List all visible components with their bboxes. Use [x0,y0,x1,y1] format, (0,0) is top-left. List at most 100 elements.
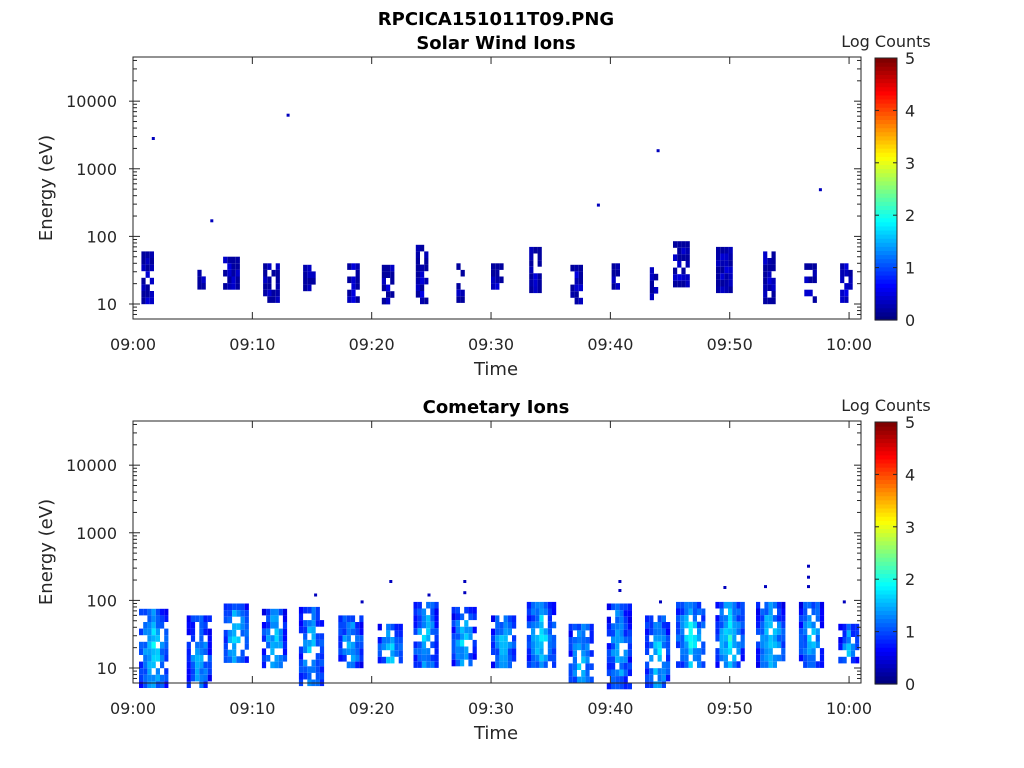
solar-wind-cell [231,276,236,284]
cometary-cell [151,622,156,629]
cometary-cell [223,649,228,657]
cometary-cell [507,628,512,636]
cometary-point [389,580,393,583]
solar-wind-cell [615,283,620,290]
cometary-cell [732,641,737,649]
cometary-cell [199,622,204,629]
cometary-cell [680,601,685,609]
cometary-cell [692,615,697,622]
solar-wind-colorbar-step [875,152,897,157]
cometary-cell [507,648,512,655]
cometary-cell [244,629,249,637]
cometary-cell [227,603,233,611]
cometary-cell [455,606,460,614]
cometary-cell [164,641,169,649]
cometary-cell [434,661,439,668]
solar-wind-cell [724,279,729,287]
solar-wind-colorbar-step [875,197,897,202]
cometary-x-tick-label: 09:20 [349,699,395,718]
cometary-cell [386,643,391,651]
cometary-colorbar-step [875,430,897,435]
cometary-cell [190,668,196,675]
solar-wind-cell [574,264,579,272]
solar-wind-cell [649,273,654,281]
solar-wind-cell [307,284,312,292]
cometary-cell [680,634,685,642]
cometary-cell [359,622,364,629]
cometary-cell [151,608,156,616]
cometary-cell [160,674,165,682]
solar-wind-cell [677,274,682,281]
cometary-cell [147,628,152,636]
cometary-cell [227,610,233,617]
cometary-cell [649,641,654,649]
cometary-cell [274,628,279,636]
solar-wind-x-tick-label: 09:40 [587,335,633,354]
cometary-colorbar-step [875,598,897,603]
cometary-cell [421,615,427,622]
solar-wind-cell [533,273,538,280]
cometary-cell [195,615,200,622]
cometary-cell [143,608,148,616]
cometary-cell [143,674,148,682]
cometary-cell [815,601,820,609]
solar-wind-cell [840,269,845,277]
cometary-cell [394,637,399,644]
solar-wind-colorbar-step [875,258,897,264]
cometary-cell [815,641,820,649]
cometary-cell [377,656,382,664]
cometary-cell [803,641,808,649]
cometary-cell [303,666,308,673]
cometary-cell [495,661,500,669]
cometary-cell [798,615,804,622]
solar-wind-y-tick-label: 100 [86,227,117,246]
cometary-cell [503,641,508,649]
cometary-cell [421,621,427,629]
cometary-cell [531,628,536,635]
cometary-cell [819,608,825,616]
solar-wind-colorbar-step [875,279,897,284]
cometary-cell [850,656,856,664]
cometary-colorbar-step [875,581,897,587]
solar-wind-cell [235,269,240,277]
solar-wind-cell [767,277,772,285]
solar-wind-burst [456,263,465,303]
cometary-cell [266,622,271,629]
cometary-cell [307,639,312,647]
cometary-cell [531,648,536,655]
cometary-cell [732,621,737,629]
cometary-cell [688,648,693,655]
cometary-cell [451,620,456,627]
solar-wind-cell [844,289,849,297]
cometary-colorbar-step [875,454,897,460]
cometary-cell [838,643,843,651]
cometary-colorbar-step [875,434,897,439]
solar-wind-cell [533,286,538,294]
cometary-cell [417,641,422,649]
cometary-cell [495,641,500,649]
cometary-cell [572,676,577,684]
cometary-cell [781,654,786,662]
cometary-cell [139,608,144,616]
cometary-colorbar-tick-label: 0 [905,675,915,694]
solar-wind-cell [424,277,429,285]
solar-wind-cell [848,276,853,284]
cometary-cell [434,615,439,622]
solar-wind-point [596,203,600,207]
solar-wind-cell [347,289,352,297]
cometary-cell [732,601,737,609]
cometary-cell [838,656,843,664]
cometary-cell [342,628,347,636]
cometary-cell [764,615,769,622]
cometary-cell [842,637,847,644]
cometary-cell [803,648,808,655]
cometary-cell [723,661,728,668]
cometary-cell [244,616,249,624]
cometary-cell [547,628,552,635]
cometary-cell [585,656,590,664]
cometary-cell [298,606,304,614]
cometary-cell [688,601,693,609]
cometary-cell [803,654,808,662]
cometary-cell [697,654,702,662]
